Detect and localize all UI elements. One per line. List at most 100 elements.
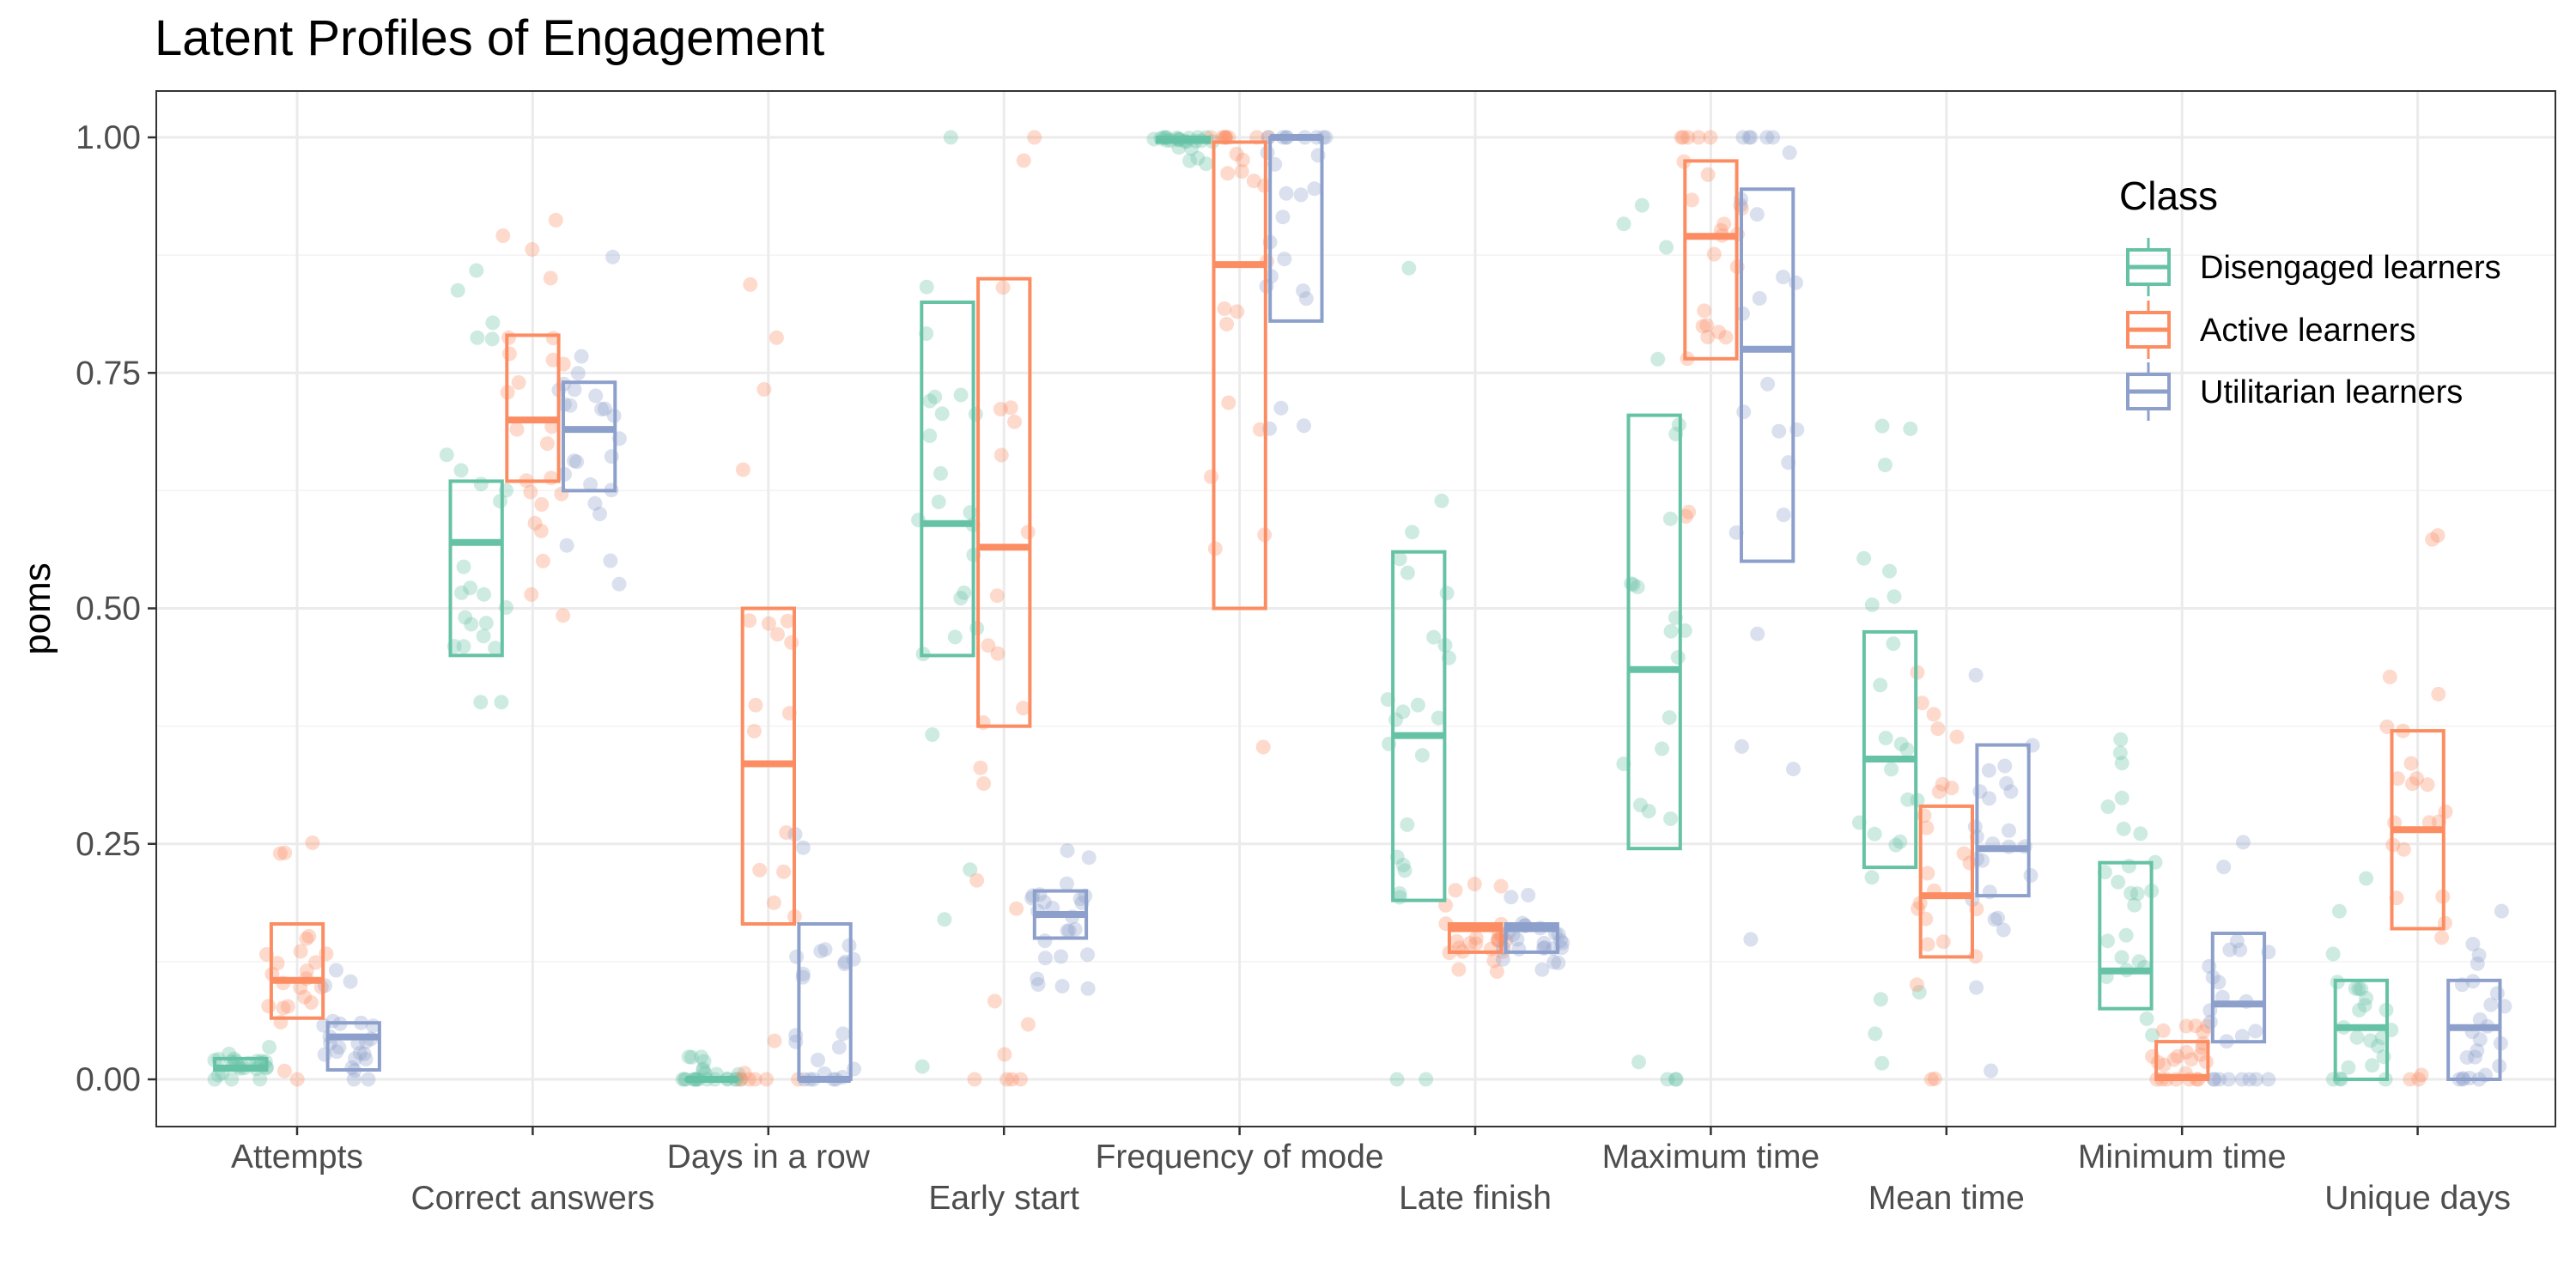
jitter-point [450,283,465,298]
jitter-point [2468,1049,2482,1065]
jitter-point [733,1072,749,1087]
jitter-point [1703,130,1718,145]
jitter-point [2354,981,2369,997]
jitter-point [1874,1055,1890,1071]
jitter-point [2434,930,2450,945]
jitter-point [1634,197,1649,213]
jitter-point [2113,732,2129,747]
jitter-point [747,1072,762,1087]
jitter-point [2139,1011,2154,1026]
jitter-point [2195,1040,2210,1055]
jitter-point [456,639,471,654]
jitter-point [1680,130,1696,145]
jitter-point [1873,677,1888,693]
jitter-point [2370,1038,2385,1054]
jitter-point [453,463,469,478]
jitter-point [1060,843,1075,859]
jitter-point [987,993,1002,1009]
jitter-point [1699,318,1715,333]
jitter-point [470,330,485,345]
jitter-point [1868,1026,1883,1042]
jitter-point [1874,418,1890,434]
jitter-point [1752,291,1767,306]
jitter-point [262,1040,277,1054]
jitter-point [1684,192,1699,208]
jitter-point [2359,871,2374,886]
jitter-point [2249,1072,2264,1087]
jitter-point [594,402,610,416]
jitter-point [2178,1044,2194,1060]
jitter-point [1718,330,1734,345]
jitter-point [1856,550,1872,566]
jitter-point [759,1072,774,1087]
jitter-point [1468,930,1484,945]
jitter-point [1655,741,1669,756]
jitter-point [1926,707,1941,722]
jitter-point [1984,1063,1999,1078]
jitter-point [1927,1071,1942,1086]
jitter-point [973,760,988,775]
box [1975,743,2031,898]
jitter-point [1293,187,1309,203]
jitter-point [1899,742,1915,757]
jitter-point [1024,890,1040,906]
jitter-point [1431,710,1446,726]
jitter-point [317,1047,332,1062]
jitter-point [2123,885,2139,901]
jitter-point [933,465,948,481]
jitter-point [1734,738,1749,754]
jitter-point [1981,762,1996,778]
jitter-point [1434,493,1449,508]
jitter-point [308,955,324,970]
jitter-point [2116,821,2131,836]
jitter-point [1546,955,1562,970]
jitter-point [2414,1067,2429,1083]
jitter-point [990,646,1005,661]
jitter-point [554,486,569,501]
jitter-point [1297,418,1311,434]
x-tick-label: Late finish [1399,1180,1552,1217]
jitter-point [1782,145,1797,161]
jitter-point [556,608,571,623]
jitter-point [533,523,549,538]
jitter-point [2349,1030,2365,1045]
jitter-point [277,845,293,860]
jitter-point [358,1052,374,1066]
jitter-point [925,727,940,742]
jitter-point [1990,910,2006,926]
jitter-point [1776,507,1791,523]
legend: Class Disengaged learners Active learners… [2119,173,2501,421]
jitter-point [2430,528,2445,544]
jitter-point [574,349,589,364]
jitter-point [795,840,811,855]
jitter-point [2248,1024,2263,1039]
jitter-point [2133,826,2148,841]
jitter-point [784,635,799,650]
jitter-point [2178,1018,2194,1034]
jitter-point [943,130,958,145]
jitter-point [1660,1072,1675,1087]
jitter-point [766,895,781,910]
jitter-point [2421,815,2437,830]
jitter-point [2122,859,2136,874]
jitter-point [2261,1072,2276,1087]
jitter-point [1900,792,1916,807]
jitter-point [1016,153,1031,168]
jitter-point [2365,1058,2380,1073]
jitter-point [2341,1060,2356,1075]
jitter-point [831,1040,847,1055]
jitter-point [2359,990,2374,1005]
jitter-point [1009,901,1024,916]
jitter-point [329,963,343,978]
jitter-point [1982,791,1996,806]
box [1918,804,1974,959]
jitter-point [733,1072,749,1087]
jitter-point [299,963,314,979]
box [1504,922,1559,954]
jitter-point [1536,935,1552,951]
jitter-point [2221,1072,2236,1087]
jitter-point [1931,784,1947,799]
jitter-point [1007,414,1022,429]
jitter-point [1067,921,1083,937]
jitter-point [2196,1024,2211,1040]
